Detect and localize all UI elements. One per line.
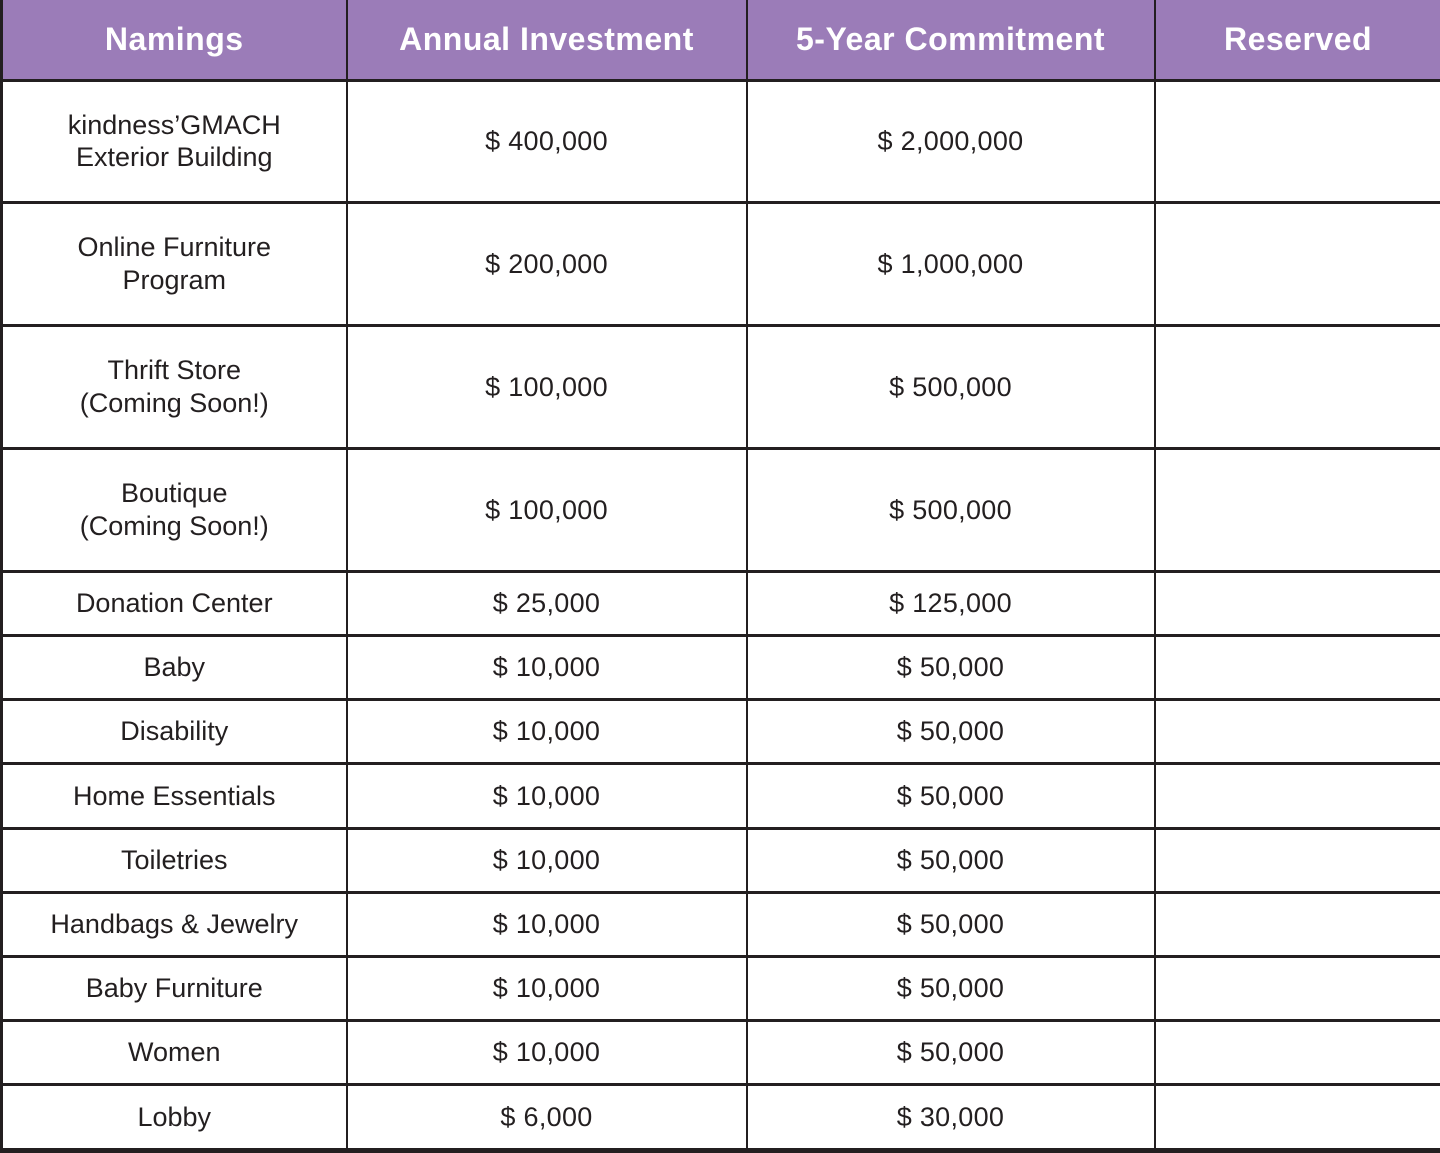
table-row-disability: Disability $ 10,000 $ 50,000	[0, 698, 1440, 766]
annual-investment-cell: $ 10,000	[345, 634, 748, 702]
five-year-commitment-cell: $ 50,000	[745, 954, 1156, 1022]
table-row-home-essentials: Home Essentials $ 10,000 $ 50,000	[0, 762, 1440, 830]
table-row-toiletries: Toiletries $ 10,000 $ 50,000	[0, 826, 1440, 894]
reserved-cell	[1153, 890, 1440, 958]
five-year-commitment-cell: $ 50,000	[745, 890, 1156, 958]
reserved-cell	[1153, 570, 1440, 638]
table-row-women: Women $ 10,000 $ 50,000	[0, 1018, 1440, 1087]
reserved-cell	[1153, 324, 1440, 451]
annual-investment-cell: $ 6,000	[345, 1083, 748, 1152]
five-year-commitment-cell: $ 500,000	[745, 324, 1156, 451]
column-header-five-year-commitment: 5-Year Commitment	[745, 0, 1156, 82]
header-row: Namings Annual Investment 5-Year Commitm…	[0, 0, 1440, 82]
naming-cell: Home Essentials	[0, 762, 348, 830]
reserved-cell	[1153, 698, 1440, 766]
five-year-commitment-cell: $ 125,000	[745, 570, 1156, 638]
table-row-baby: Baby $ 10,000 $ 50,000	[0, 634, 1440, 702]
annual-investment-cell: $ 10,000	[345, 826, 748, 894]
five-year-commitment-cell: $ 50,000	[745, 762, 1156, 830]
reserved-cell	[1153, 634, 1440, 702]
reserved-cell	[1153, 1083, 1440, 1152]
column-header-annual-investment: Annual Investment	[345, 0, 748, 82]
annual-investment-cell: $ 100,000	[345, 324, 748, 451]
five-year-commitment-cell: $ 30,000	[745, 1083, 1156, 1152]
naming-cell: kindness’GMACH Exterior Building	[0, 78, 348, 205]
annual-investment-cell: $ 25,000	[345, 570, 748, 638]
annual-investment-cell: $ 10,000	[345, 762, 748, 830]
annual-investment-cell: $ 100,000	[345, 447, 748, 574]
naming-cell: Women	[0, 1018, 348, 1087]
table-row-online-furniture: Online Furniture Program $ 200,000 $ 1,0…	[0, 201, 1440, 328]
five-year-commitment-cell: $ 1,000,000	[745, 201, 1156, 328]
naming-cell: Disability	[0, 698, 348, 766]
table-row-baby-furniture: Baby Furniture $ 10,000 $ 50,000	[0, 954, 1440, 1022]
naming-cell: Lobby	[0, 1083, 348, 1152]
five-year-commitment-cell: $ 50,000	[745, 1018, 1156, 1087]
naming-cell: Toiletries	[0, 826, 348, 894]
five-year-commitment-cell: $ 2,000,000	[745, 78, 1156, 205]
naming-cell: Baby Furniture	[0, 954, 348, 1022]
annual-investment-cell: $ 10,000	[345, 954, 748, 1022]
table-body: kindness’GMACH Exterior Building $ 400,0…	[0, 78, 1440, 1152]
reserved-cell	[1153, 447, 1440, 574]
annual-investment-cell: $ 10,000	[345, 890, 748, 958]
reserved-cell	[1153, 1018, 1440, 1087]
table-header: Namings Annual Investment 5-Year Commitm…	[0, 0, 1440, 82]
five-year-commitment-cell: $ 50,000	[745, 698, 1156, 766]
five-year-commitment-cell: $ 50,000	[745, 826, 1156, 894]
table-row-lobby: Lobby $ 6,000 $ 30,000	[0, 1083, 1440, 1152]
reserved-cell	[1153, 954, 1440, 1022]
naming-cell: Thrift Store (Coming Soon!)	[0, 324, 348, 451]
naming-cell: Baby	[0, 634, 348, 702]
table-row-gmach-exterior: kindness’GMACH Exterior Building $ 400,0…	[0, 78, 1440, 205]
five-year-commitment-cell: $ 500,000	[745, 447, 1156, 574]
reserved-cell	[1153, 762, 1440, 830]
reserved-cell	[1153, 826, 1440, 894]
annual-investment-cell: $ 10,000	[345, 1018, 748, 1087]
table-row-donation-center: Donation Center $ 25,000 $ 125,000	[0, 570, 1440, 638]
column-header-reserved: Reserved	[1153, 0, 1440, 82]
table-row-handbags-jewelry: Handbags & Jewelry $ 10,000 $ 50,000	[0, 890, 1440, 958]
reserved-cell	[1153, 201, 1440, 328]
five-year-commitment-cell: $ 50,000	[745, 634, 1156, 702]
annual-investment-cell: $ 10,000	[345, 698, 748, 766]
table-row-thrift-store: Thrift Store (Coming Soon!) $ 100,000 $ …	[0, 324, 1440, 451]
table-row-boutique: Boutique (Coming Soon!) $ 100,000 $ 500,…	[0, 447, 1440, 574]
naming-cell: Donation Center	[0, 570, 348, 638]
annual-investment-cell: $ 400,000	[345, 78, 748, 205]
naming-cell: Online Furniture Program	[0, 201, 348, 328]
naming-cell: Handbags & Jewelry	[0, 890, 348, 958]
naming-cell: Boutique (Coming Soon!)	[0, 447, 348, 574]
reserved-cell	[1153, 78, 1440, 205]
column-header-namings: Namings	[0, 0, 348, 82]
annual-investment-cell: $ 200,000	[345, 201, 748, 328]
